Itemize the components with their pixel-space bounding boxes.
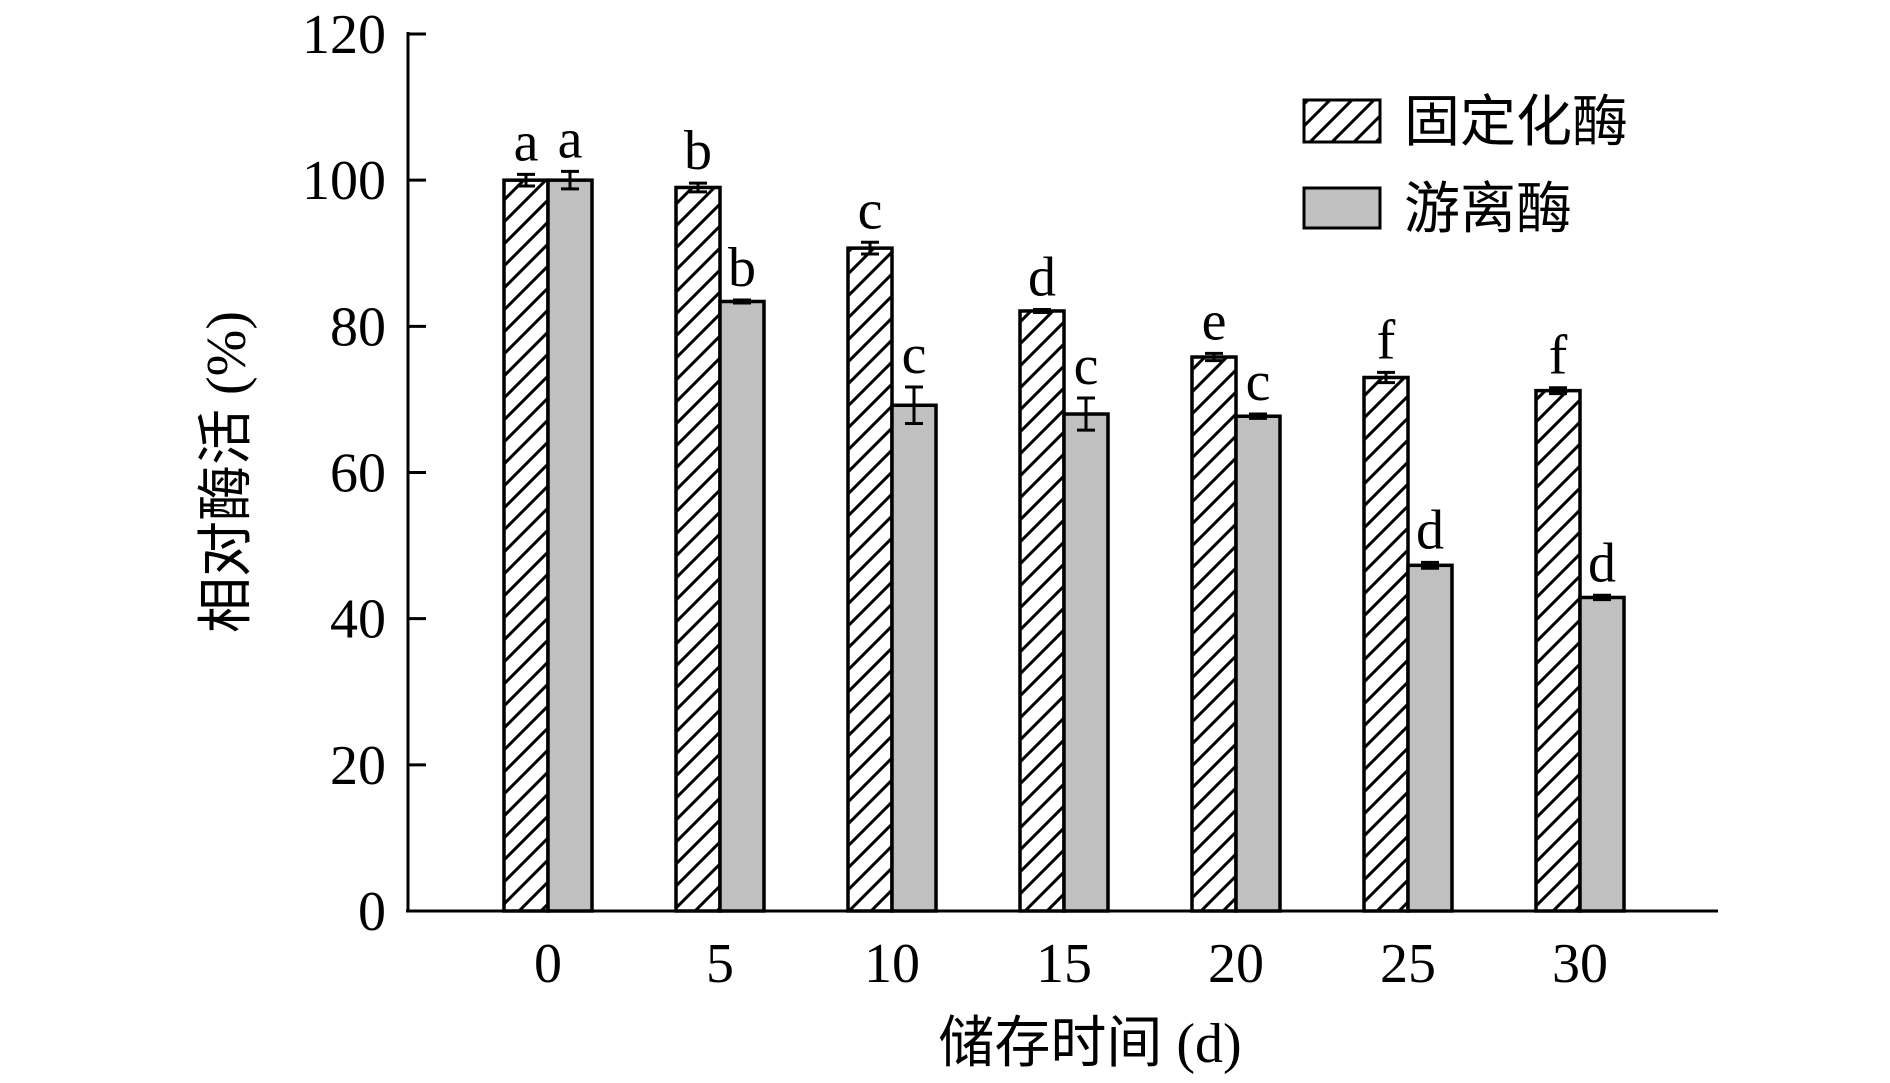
- x-axis-label: 储存时间 (d): [938, 1013, 1241, 1075]
- significance-label: c: [1074, 335, 1099, 397]
- significance-label: e: [1202, 290, 1227, 352]
- x-tick-label: 20: [1208, 933, 1264, 995]
- x-tick-label: 0: [534, 933, 562, 995]
- y-axis-label: 相对酶活 (%): [196, 311, 258, 633]
- significance-label: f: [1549, 325, 1568, 387]
- significance-label: c: [858, 179, 883, 241]
- bar-free: [1062, 412, 1110, 913]
- significance-label: d: [1416, 499, 1444, 561]
- bar-immobilized: [674, 185, 722, 913]
- legend-label-immobilized: 固定化酶: [1404, 92, 1628, 154]
- legend-swatch-immobilized: [1302, 98, 1382, 144]
- x-tick-label: 5: [706, 933, 734, 995]
- legend: 固定化酶 游离酶: [1302, 92, 1628, 241]
- bar-free: [546, 178, 594, 913]
- significance-label: a: [514, 111, 539, 173]
- significance-label: d: [1028, 247, 1056, 309]
- significance-label: b: [728, 237, 756, 299]
- bar-free: [1234, 414, 1282, 913]
- bar-free: [1406, 563, 1454, 913]
- significance-label: c: [1246, 351, 1271, 413]
- y-tick-label: 20: [330, 735, 386, 797]
- legend-label-free: 游离酶: [1404, 179, 1572, 241]
- bar-immobilized: [846, 246, 894, 913]
- bar-immobilized: [1018, 309, 1066, 913]
- y-tick-label: 40: [330, 589, 386, 651]
- significance-label: b: [684, 120, 712, 182]
- bar-free: [1578, 595, 1626, 913]
- y-tick-label: 100: [302, 150, 386, 212]
- y-tick-label: 80: [330, 296, 386, 358]
- y-tick-label: 0: [358, 881, 386, 943]
- significance-label: f: [1377, 309, 1396, 371]
- significance-label: a: [558, 108, 583, 170]
- bar-immobilized: [1190, 355, 1238, 913]
- significance-label: c: [902, 324, 927, 386]
- significance-label: d: [1588, 532, 1616, 594]
- x-tick-label: 15: [1036, 933, 1092, 995]
- bar-immobilized: [1362, 375, 1410, 913]
- y-tick-label: 120: [302, 4, 386, 66]
- legend-swatch-free: [1302, 186, 1382, 230]
- bar-immobilized: [502, 178, 550, 913]
- bar-free: [718, 299, 766, 913]
- bar-free: [890, 403, 938, 913]
- x-tick-label: 30: [1552, 933, 1608, 995]
- x-tick-label: 10: [864, 933, 920, 995]
- y-tick-label: 60: [330, 443, 386, 505]
- bar-immobilized: [1534, 388, 1582, 913]
- x-tick-label: 25: [1380, 933, 1436, 995]
